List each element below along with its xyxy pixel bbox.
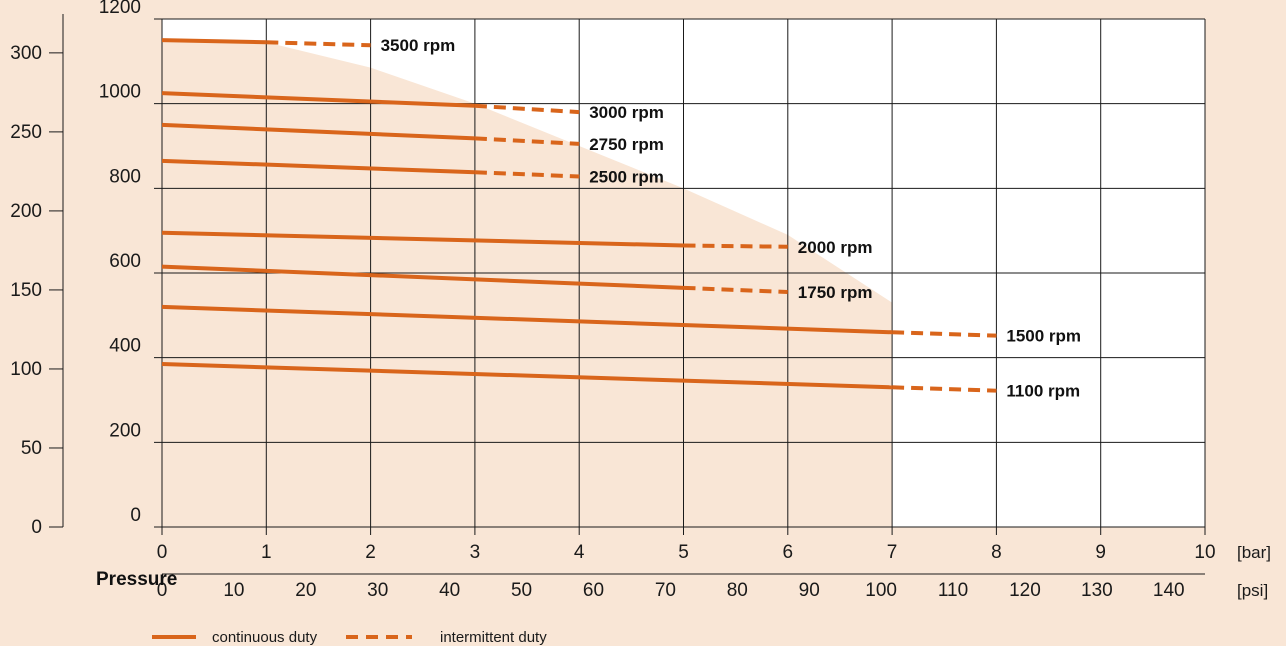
intermittent-line xyxy=(474,103,580,115)
intermittent-line xyxy=(474,170,580,179)
continuous-line xyxy=(161,304,893,335)
series-3500-rpm: 3500 rpm xyxy=(161,36,456,55)
intermittent-line xyxy=(892,385,997,393)
grid-lines xyxy=(154,18,1206,535)
intermittent-line xyxy=(683,243,788,249)
continuous-line xyxy=(161,38,267,45)
x-tick-label-bar: 0 xyxy=(157,542,168,563)
rpm-label: 2500 rpm xyxy=(589,167,664,186)
x-axis-unit-psi: [psi] xyxy=(1237,581,1268,600)
x-tick-label-psi: 70 xyxy=(655,580,676,601)
y-tick-label-secondary: 50 xyxy=(21,438,42,459)
series-1500-rpm: 1500 rpm xyxy=(161,304,1081,346)
series-layer: 3500 rpm 3000 rpm 2750 rpm 2500 rpm 2000 rpm… xyxy=(161,36,1081,401)
x-tick-label-bar: 6 xyxy=(783,542,794,563)
series-1750-rpm: 1750 rpm xyxy=(161,264,873,302)
y-tick-label-primary: 1000 xyxy=(99,82,141,103)
rpm-label: 1100 rpm xyxy=(1006,382,1080,401)
continuous-line xyxy=(161,362,893,390)
x-tick-label-bar: 1 xyxy=(261,542,272,563)
x-tick-label-psi: 110 xyxy=(938,580,968,601)
continuous-line xyxy=(161,122,475,141)
series-1100-rpm: 1100 rpm xyxy=(161,362,1080,401)
intermittent-line xyxy=(892,330,997,338)
axes: 0 1 2 3 4 5 6 7 8 9 100 10 20 30 40 50 60 70 80 90 100 110 120… xyxy=(10,0,1215,601)
x-tick-label-psi: 100 xyxy=(865,580,897,601)
continuous-line xyxy=(161,91,475,108)
shaded-continuous-region xyxy=(162,40,893,528)
x-tick-label-bar: 3 xyxy=(470,542,481,563)
intermittent-line xyxy=(266,40,371,48)
continuous-line xyxy=(161,158,475,175)
x-tick-label-psi: 90 xyxy=(799,580,820,601)
x-tick-label-bar: 9 xyxy=(1095,542,1106,563)
x-tick-label-psi: 60 xyxy=(583,580,604,601)
intermittent-line xyxy=(474,136,580,146)
continuous-line xyxy=(161,230,684,248)
rpm-label: 3000 rpm xyxy=(589,103,664,122)
x-tick-label-psi: 130 xyxy=(1081,580,1113,601)
y-tick-label-primary: 200 xyxy=(109,420,141,441)
rpm-label: 3500 rpm xyxy=(381,36,456,55)
x-tick-label-psi: 10 xyxy=(223,580,244,601)
x-tick-label-bar: 7 xyxy=(887,542,898,563)
y-tick-label-primary: 400 xyxy=(109,336,141,357)
y-tick-label-secondary: 150 xyxy=(10,280,42,301)
rpm-label: 2000 rpm xyxy=(798,238,873,257)
x-tick-label-psi: 0 xyxy=(157,580,168,601)
intermittent-line xyxy=(683,285,788,295)
series-2500-rpm: 2500 rpm xyxy=(161,158,664,186)
x-axis-unit-bar: [bar] xyxy=(1237,543,1271,562)
y-tick-label-secondary: 300 xyxy=(10,43,42,64)
x-tick-label-bar: 4 xyxy=(574,542,585,563)
y-tick-label-secondary: 250 xyxy=(10,122,42,143)
x-tick-label-psi: 40 xyxy=(439,580,460,601)
rpm-label: 2750 rpm xyxy=(589,135,664,154)
y-tick-label-secondary: 200 xyxy=(10,201,42,222)
x-tick-label-psi: 30 xyxy=(367,580,388,601)
y-tick-label-primary: 1200 xyxy=(99,0,141,18)
legend-intermittent-label: intermittent duty xyxy=(440,629,547,646)
x-tick-label-bar: 5 xyxy=(678,542,689,563)
x-tick-label-bar: 8 xyxy=(991,542,1002,563)
rpm-label: 1500 rpm xyxy=(1006,327,1081,346)
series-2750-rpm: 2750 rpm xyxy=(161,122,664,154)
x-axis-title: Pressure xyxy=(96,569,177,590)
legend: continuous duty intermittent duty xyxy=(152,629,547,646)
rpm-label: 1750 rpm xyxy=(798,283,873,302)
x-tick-label-psi: 50 xyxy=(511,580,532,601)
x-tick-label-bar: 2 xyxy=(365,542,376,563)
series-2000-rpm: 2000 rpm xyxy=(161,230,873,257)
continuous-line xyxy=(161,264,684,290)
legend-continuous-label: continuous duty xyxy=(212,629,318,646)
x-tick-label-psi: 120 xyxy=(1009,580,1041,601)
y-tick-label-primary: 800 xyxy=(109,166,141,187)
y-tick-label-primary: 600 xyxy=(109,251,141,272)
series-3000-rpm: 3000 rpm xyxy=(161,91,664,122)
y-tick-label-secondary: 100 xyxy=(10,359,42,380)
y-tick-label-secondary: 0 xyxy=(31,517,42,538)
y-tick-label-primary: 0 xyxy=(130,505,141,526)
x-tick-label-psi: 140 xyxy=(1153,580,1185,601)
x-tick-label-bar: 10 xyxy=(1194,542,1215,563)
x-tick-label-psi: 80 xyxy=(727,580,748,601)
x-tick-label-psi: 20 xyxy=(295,580,316,601)
